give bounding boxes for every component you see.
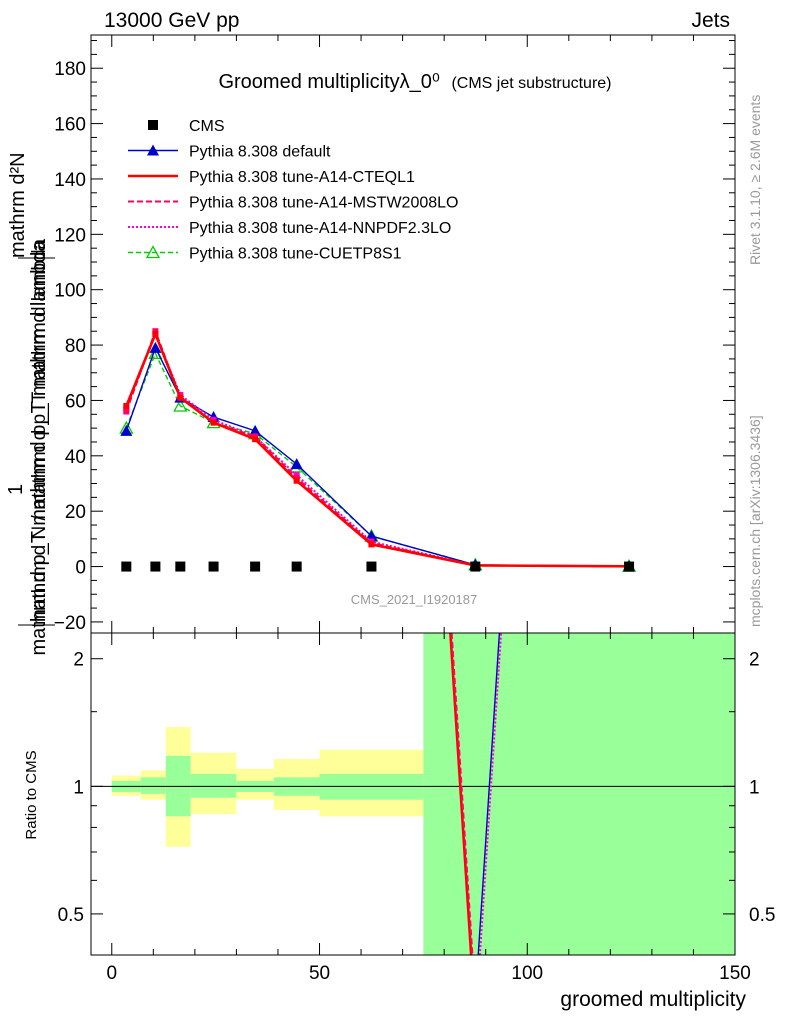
ytick-label-ratio-right-2: 2 (749, 650, 760, 671)
legend-label-cuetp8s1: Pythia 8.308 tune-CUETP8S1 (189, 246, 402, 263)
ratio-band-inner-7 (423, 633, 735, 955)
ytick-label-main-140: 140 (54, 170, 86, 191)
legend-label-a14_mstw: Pythia 8.308 tune-A14-MSTW2008LO (189, 195, 458, 212)
ytick-label-main-20: 20 (65, 502, 86, 523)
ytick-label-ratio-left-1: 1 (73, 777, 84, 798)
point-cms-6 (366, 561, 377, 572)
point-default-0 (120, 424, 133, 436)
ratio-uncertainty-bands (111, 633, 735, 955)
point-default-5 (290, 458, 303, 470)
point-cms-5 (291, 561, 302, 572)
ratio-line-default (477, 632, 501, 956)
ratio-plot-series (91, 632, 735, 956)
xtick-label-150: 150 (719, 963, 751, 984)
point-cms-4 (250, 561, 261, 572)
main-frame (90, 34, 736, 634)
point-a14_cteql1-3 (210, 419, 217, 426)
ytick-label-main-100: 100 (54, 281, 86, 302)
xtick-label-50: 50 (309, 963, 330, 984)
point-default-1 (149, 341, 162, 353)
point-a14_cteql1-6 (368, 541, 375, 548)
point-a14_cteql1-2 (177, 394, 184, 401)
ytick-label-main-60: 60 (65, 391, 86, 412)
header-category: Jets (691, 9, 730, 32)
ytick-label-main--20: −20 (54, 613, 86, 634)
point-cms-1 (150, 561, 161, 572)
ytick-label-main-80: 80 (65, 336, 86, 357)
legend-label-cms: CMS (189, 118, 225, 135)
ratio-ylabel: Ratio to CMS (23, 750, 40, 839)
point-a14_cteql1-5 (293, 477, 300, 484)
point-a14_cteql1-1 (152, 331, 159, 337)
ylabel-one: 1 (5, 484, 27, 495)
ratio-line-a14_nnpdf (478, 632, 503, 956)
rivet-version-label: Rivet 3.1.10, ≥ 2.6M events (747, 95, 763, 265)
point-default-4 (249, 424, 262, 436)
legend-label-a14_nnpdf: Pythia 8.308 tune-A14-NNPDF2.3LO (189, 220, 451, 237)
ytick-label-main-40: 40 (65, 447, 86, 468)
main-plot-series (119, 328, 637, 572)
analysis-watermark: CMS_2021_I1920187 (351, 592, 478, 607)
point-cms-8 (624, 561, 635, 572)
mcplots-reference-label: mcplots.cern.ch [arXiv:1306.3436] (747, 415, 763, 627)
ratio-frame (90, 632, 736, 956)
ylabel-denominator: mathrm d p_T mathrm d p_T mathrm d lambd… (28, 240, 50, 656)
series-line-a14_mstw (125, 328, 630, 568)
xtick-label-100: 100 (511, 963, 543, 984)
ytick-label-ratio-right-1: 1 (749, 777, 760, 798)
series-line-cuetp8s1 (125, 351, 630, 567)
point-a14_mstw-0 (123, 408, 130, 415)
legend-marker-cms (148, 120, 158, 130)
legend-marker-default (147, 144, 159, 156)
point-a14_cteql1-4 (252, 436, 259, 443)
ylabel-numerator: mathrm d²N (7, 152, 29, 258)
ratio-band-inner-1 (140, 777, 166, 794)
ytick-label-main-0: 0 (75, 558, 86, 579)
ratio-band-inner-3 (190, 773, 237, 798)
series-line-a14_cteql1 (125, 330, 630, 568)
point-cms-3 (208, 561, 219, 572)
header-process: 13000 GeV pp (104, 9, 240, 32)
legend: CMS Pythia 8.308 default Pythia 8.308 tune… (128, 118, 458, 263)
ylabel-normalisation: mathrm d N / mathrm d p_T mathrm d lambd… (29, 238, 50, 625)
ytick-label-ratio-left-0.5: 0.5 (58, 905, 84, 926)
ytick-label-main-160: 160 (54, 115, 86, 136)
legend-marker-cuetp8s1 (145, 245, 161, 259)
series-line-a14_nnpdf (125, 331, 630, 568)
ytick-label-main-180: 180 (54, 59, 86, 80)
ytick-label-ratio-right-0.5: 0.5 (749, 905, 775, 926)
xtick-label-0: 0 (106, 963, 117, 984)
ratio-line-a14_cteql1 (449, 632, 473, 956)
xaxis-label: groomed multiplicity (560, 988, 746, 1011)
point-a14_cteql1-0 (123, 402, 130, 409)
ytick-label-main-120: 120 (54, 225, 86, 246)
point-cms-2 (175, 561, 186, 572)
point-cms-7 (470, 561, 481, 572)
series-line-default (125, 346, 630, 567)
point-cuetp8s1-2 (173, 398, 188, 412)
legend-label-a14_cteql1: Pythia 8.308 tune-A14-CTEQL1 (189, 169, 415, 186)
legend-label-default: Pythia 8.308 default (189, 144, 331, 161)
point-cms-0 (121, 561, 132, 572)
plot-title: Groomed multiplicityλ_0⁰ (CMS jet substr… (218, 71, 611, 93)
ytick-label-ratio-left-2: 2 (73, 650, 84, 671)
